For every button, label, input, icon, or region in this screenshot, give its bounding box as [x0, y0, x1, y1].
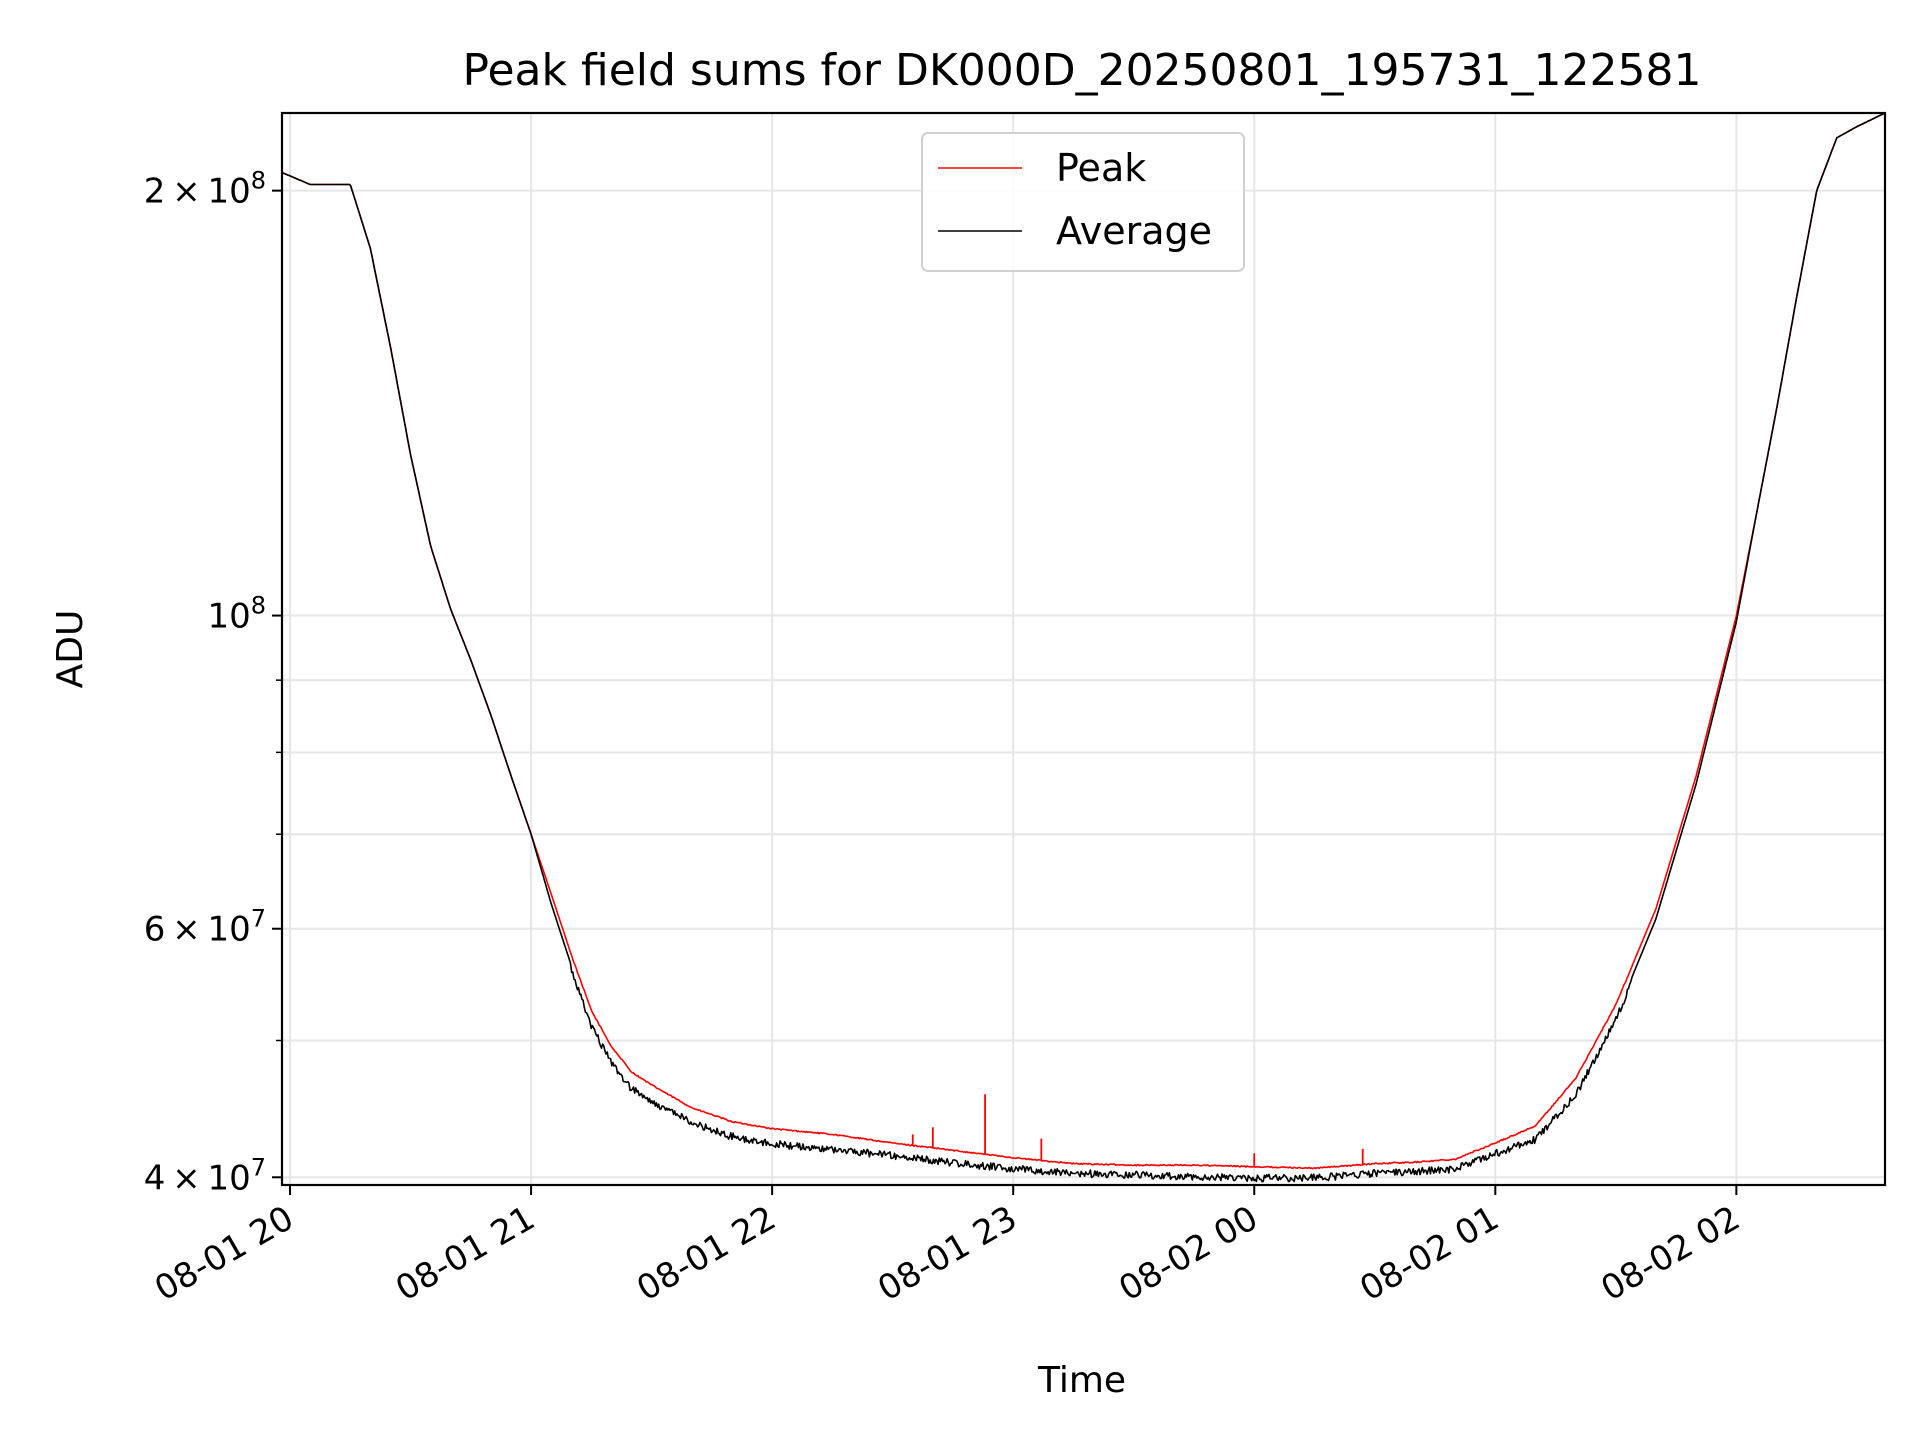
y-tick-label: 2 × 108: [144, 167, 266, 212]
x-axis-label: Time: [1037, 1360, 1126, 1401]
legend: Peak Average: [921, 132, 1245, 272]
series-line-average: [281, 112, 1886, 1183]
plot-frame: [280, 111, 1887, 1187]
y-tick-label: 108: [207, 592, 266, 637]
series-layer: [281, 112, 1886, 1183]
series-line-peak: [281, 112, 1886, 1170]
y-axis-label: ADU: [50, 610, 91, 689]
y-tick-label: 6 × 107: [144, 905, 266, 950]
chart-title: Peak field sums for DK000D_20250801_1957…: [463, 45, 1702, 96]
legend-label-average: Average: [1056, 209, 1212, 253]
legend-label-peak: Peak: [1056, 146, 1146, 190]
y-tick-label: 4 × 107: [144, 1153, 266, 1198]
